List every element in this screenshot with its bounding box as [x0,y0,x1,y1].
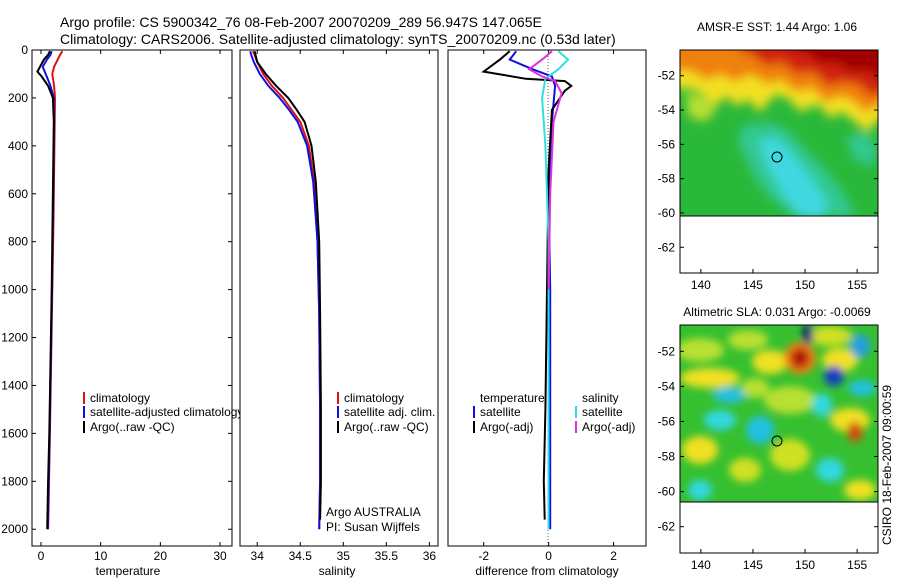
y-tick-label: 1800 [1,474,28,488]
legend-argo-label: Argo(..raw -QC) [344,420,429,434]
y-tick-label: -54 [658,103,676,117]
series-line-salinity-argo-adj- [527,50,563,290]
salinity-xlabel: salinity [319,564,356,578]
x-tick-label: 155 [847,558,867,572]
sst-map-title: AMSR-E SST: 1.44 Argo: 1.06 [697,20,857,34]
x-tick-label: 35.5 [375,549,399,563]
y-tick-label: -56 [658,414,676,428]
legend-satellite-label: satellite adj. clim. [344,405,435,419]
sst-map-panel: AMSR-E SST: 1.44 Argo: 1.06 140 145 150 155… [658,20,879,292]
legend-temp-satellite-label: satellite [480,405,521,419]
legend-sal-satellite-label: satellite [582,405,623,419]
y-tick-label: -62 [658,240,676,254]
legend-climatology-label: climatology [344,391,404,405]
y-tick-label: -52 [658,344,676,358]
temperature-axes-frame [31,49,233,547]
legend-argo-label: Argo(..raw -QC) [90,420,175,434]
y-tick-label: -56 [658,137,676,151]
argo-program-label: Argo AUSTRALIA [326,505,421,519]
temperature-xlabel: temperature [96,564,161,578]
x-tick-label: 34 [251,549,265,563]
x-tick-label: 150 [795,558,815,572]
y-tick-label: 800 [8,235,28,249]
y-tick-label: -58 [658,172,676,186]
y-tick-label: -54 [658,379,676,393]
sla-map-title: Altimetric SLA: 0.031 Argo: -0.0069 [683,305,871,319]
x-tick-label: 0 [38,549,45,563]
x-tick-label: 10 [94,549,108,563]
x-tick-label: 145 [743,558,763,572]
y-tick-label: -52 [658,69,676,83]
legend-climatology-label: climatology [90,391,150,405]
side-timestamp: CSIRO 18-Feb-2007 09:00:59 [880,385,894,545]
x-tick-label: 36 [423,549,437,563]
series-line-temperature-argo-adj- [481,50,573,520]
x-tick-label: 155 [847,278,867,292]
difference-legend-temperature: temperature satellite Argo(-adj) [473,391,545,434]
sst-map-frame [679,49,879,274]
difference-legend-salinity: salinity satellite Argo(-adj) [575,391,635,434]
difference-xlabel: difference from climatology [475,564,618,578]
x-tick-label: 35 [337,549,351,563]
legend-salinity-heading: salinity [582,391,619,405]
x-tick-label: 145 [743,278,763,292]
temperature-legend: climatology satellite-adjusted climatolo… [83,391,243,434]
sla-argo-marker [771,435,783,447]
x-tick-label: -2 [478,549,489,563]
title-line-1: Argo profile: CS 5900342_76 08-Feb-2007 … [60,14,542,30]
sst-heatmap [680,50,878,216]
sla-map-panel: Altimetric SLA: 0.031 Argo: -0.0069 [658,305,879,572]
sla-heatmap [680,325,878,502]
series-line-argo-raw-qc- [36,50,55,530]
y-tick-label: 600 [8,187,28,201]
salinity-legend: climatology satellite adj. clim. Argo(..… [337,391,435,434]
salinity-panel: 34 34.5 35 35.5 36 salinity climatology sate… [239,49,439,578]
legend-temp-argo-label: Argo(-adj) [480,420,533,434]
x-tick-label: 30 [213,549,227,563]
series-line-temperature-satellite [508,50,557,530]
series-line-argo-raw-qc- [253,50,322,520]
x-tick-label: 140 [691,278,711,292]
x-tick-label: 34.5 [289,549,313,563]
x-tick-label: 20 [154,549,168,563]
salinity-axes-frame [239,49,439,547]
y-tick-label: 1200 [1,331,28,345]
y-tick-label: 200 [8,91,28,105]
x-tick-label: 140 [691,558,711,572]
y-tick-label: -60 [658,206,676,220]
y-tick-label: 400 [8,139,28,153]
y-tick-label: -62 [658,520,676,534]
y-tick-label: -58 [658,450,676,464]
y-tick-label: -60 [658,485,676,499]
series-line-salinity-satellite [541,50,570,530]
legend-sal-argo-label: Argo(-adj) [582,420,635,434]
y-tick-label: 1600 [1,426,28,440]
title-line-2: Climatology: CARS2006. Satellite-adjuste… [60,31,616,47]
sla-map-frame [679,324,879,554]
x-tick-label: 150 [795,278,815,292]
difference-panel: -2 0 2 difference from climatology tempera… [447,49,647,578]
y-tick-label: 2000 [1,522,28,536]
legend-temperature-heading: temperature [480,391,545,405]
y-tick-label: 1000 [1,283,28,297]
temperature-panel: 0 200 400 600 800 1000 1200 1400 1600 1800 2000 0 10… [1,43,243,578]
y-tick-label: 1400 [1,378,28,392]
pi-label: PI: Susan Wijffels [326,520,420,534]
legend-satellite-label: satellite-adjusted climatology [90,405,243,419]
y-tick-label: 0 [21,43,28,57]
x-tick-label: 2 [610,549,617,563]
sst-argo-marker [771,151,783,163]
x-tick-label: 0 [545,549,552,563]
